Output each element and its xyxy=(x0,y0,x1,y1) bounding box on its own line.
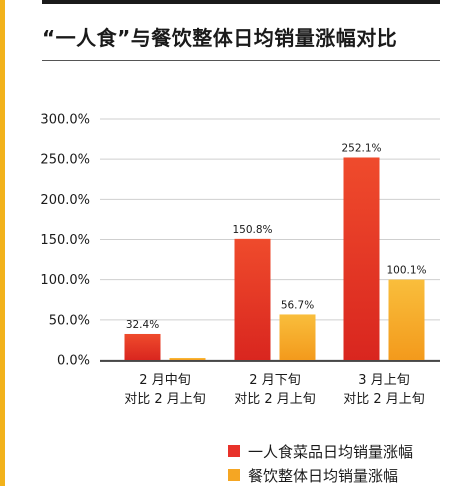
y-tick-label: 300.0% xyxy=(40,113,90,128)
bar-overall-1 xyxy=(169,357,206,360)
title-divider xyxy=(42,60,440,61)
y-tick-label: 150.0% xyxy=(40,233,90,248)
top-rule xyxy=(42,0,440,4)
legend-item-overall: 餐饮整体日均销量涨幅 xyxy=(228,464,413,486)
legend-item-yirenshi: 一人食菜品日均销量涨幅 xyxy=(228,440,413,462)
data-label: 150.8% xyxy=(232,224,272,236)
y-tick-label: 100.0% xyxy=(40,273,90,288)
bar-yirenshi-1 xyxy=(124,333,161,360)
bar-overall-2 xyxy=(279,314,316,360)
y-tick-label: 250.0% xyxy=(40,153,90,168)
x-tick-label: 2 月下旬 xyxy=(249,373,300,388)
data-label: 56.7% xyxy=(281,299,314,311)
x-tick-label: 对比 2 月上旬 xyxy=(343,392,425,407)
x-tick-label: 2 月中旬 xyxy=(139,373,190,388)
data-label: 32.4% xyxy=(126,319,159,331)
data-label: 100.1% xyxy=(386,265,426,277)
y-tick-label: 200.0% xyxy=(40,193,90,208)
bar-yirenshi-2 xyxy=(234,238,271,360)
x-tick-label: 对比 2 月上旬 xyxy=(234,392,316,407)
bar-overall-3 xyxy=(388,279,425,360)
x-tick-label: 对比 2 月上旬 xyxy=(124,392,206,407)
legend-label-yirenshi: 一人食菜品日均销量涨幅 xyxy=(248,442,414,461)
accent-strip xyxy=(0,0,5,486)
legend-label-overall: 餐饮整体日均销量涨幅 xyxy=(248,466,399,485)
chart-title: “一人食”与餐饮整体日均销量涨幅对比 xyxy=(42,26,398,50)
x-tick-label: 3 月上旬 xyxy=(358,373,409,388)
legend-swatch-orange xyxy=(228,469,240,481)
legend: 一人食菜品日均销量涨幅 餐饮整体日均销量涨幅 xyxy=(228,440,413,488)
y-tick-label: 0.0% xyxy=(57,354,90,369)
y-tick-label: 50.0% xyxy=(49,313,90,328)
legend-swatch-red xyxy=(228,445,240,457)
bar-yirenshi-3 xyxy=(343,157,380,360)
data-label: 252.1% xyxy=(341,142,381,154)
